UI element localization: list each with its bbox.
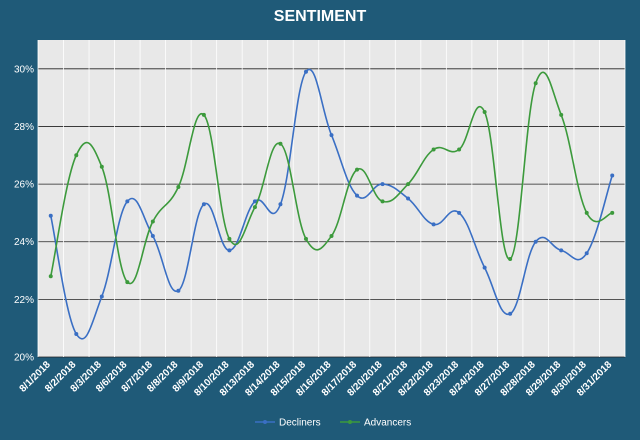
y-tick-label: 20% — [14, 353, 34, 364]
series-line-advancers — [49, 71, 613, 285]
data-point-advancers — [48, 274, 53, 279]
data-point-advancers — [559, 112, 564, 117]
data-point-advancers — [125, 280, 130, 285]
data-point-decliners — [74, 331, 79, 336]
data-point-advancers — [610, 210, 615, 215]
data-point-advancers — [457, 147, 462, 152]
y-tick-label: 22% — [14, 295, 34, 306]
data-point-advancers — [227, 236, 232, 241]
chart-title: SENTIMENT — [273, 8, 367, 25]
data-point-advancers — [355, 167, 360, 172]
legend-marker-decliners — [263, 420, 267, 424]
data-point-decliners — [303, 69, 308, 74]
data-point-advancers — [380, 199, 385, 204]
data-point-decliners — [482, 265, 487, 270]
data-point-advancers — [482, 110, 487, 115]
data-point-decliners — [278, 202, 283, 207]
legend-marker-advancers — [348, 420, 352, 424]
data-point-decliners — [329, 133, 334, 138]
series-line-decliners — [49, 68, 613, 340]
y-tick-label: 30% — [14, 64, 34, 75]
data-point-decliners — [150, 233, 155, 238]
data-point-advancers — [99, 164, 104, 169]
data-point-advancers — [431, 147, 436, 152]
plot-area — [38, 40, 625, 357]
data-point-decliners — [559, 248, 564, 253]
y-tick-label: 24% — [14, 237, 34, 248]
data-point-decliners — [201, 202, 206, 207]
data-point-advancers — [176, 184, 181, 189]
data-point-decliners — [380, 182, 385, 187]
data-point-advancers — [406, 182, 411, 187]
legend-label-advancers: Advancers — [364, 418, 411, 429]
y-tick-label: 26% — [14, 180, 34, 191]
data-point-decliners — [99, 294, 104, 299]
data-point-decliners — [406, 196, 411, 201]
data-point-decliners — [227, 248, 232, 253]
data-point-advancers — [201, 112, 206, 117]
data-point-advancers — [508, 257, 513, 262]
data-point-advancers — [278, 141, 283, 146]
data-point-advancers — [252, 205, 257, 210]
data-point-advancers — [303, 236, 308, 241]
data-point-decliners — [508, 311, 513, 316]
data-point-advancers — [74, 153, 79, 158]
y-tick-label: 28% — [14, 122, 34, 133]
data-point-decliners — [431, 222, 436, 227]
data-point-decliners — [355, 193, 360, 198]
data-point-advancers — [329, 233, 334, 238]
data-point-advancers — [150, 219, 155, 224]
legend-label-decliners: Decliners — [279, 418, 321, 429]
data-point-decliners — [610, 173, 615, 178]
data-point-decliners — [252, 199, 257, 204]
data-point-decliners — [48, 213, 53, 218]
data-point-advancers — [533, 81, 538, 86]
data-point-decliners — [125, 199, 130, 204]
data-point-decliners — [533, 239, 538, 244]
data-point-advancers — [584, 210, 589, 215]
data-point-decliners — [176, 288, 181, 293]
data-point-decliners — [584, 251, 589, 256]
data-point-decliners — [457, 210, 462, 215]
